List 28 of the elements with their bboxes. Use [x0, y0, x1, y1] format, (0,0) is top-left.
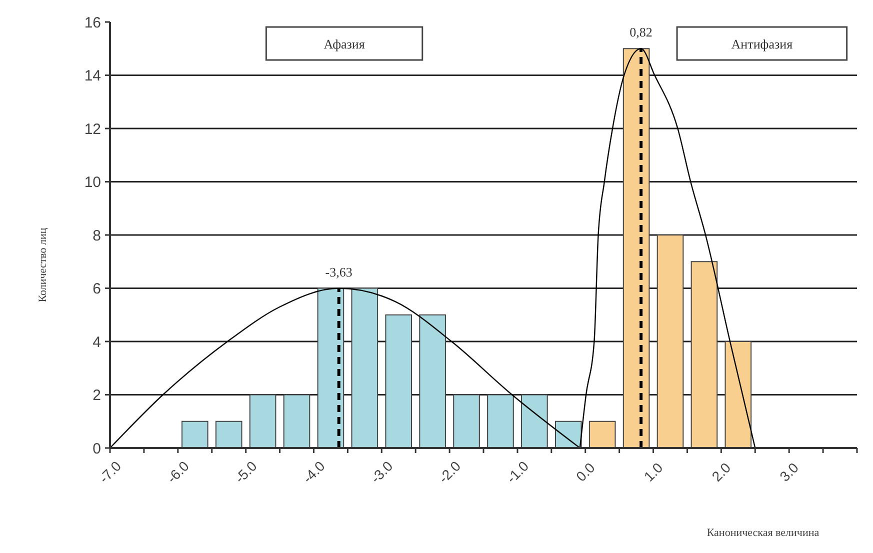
annotation: 0,82	[630, 24, 652, 40]
x-tick-label: 0.0	[572, 459, 598, 484]
x-tick-label: -3.0	[367, 458, 396, 486]
x-tick-label: -1.0	[503, 458, 532, 486]
y-tick-label: 6	[92, 280, 101, 298]
x-tick-label: 1.0	[640, 459, 666, 484]
text-box: Афазия	[265, 26, 424, 61]
x-tick-label: 3.0	[776, 459, 802, 484]
x-tick-label: -5.0	[232, 458, 260, 486]
annotation: -3,63	[325, 264, 352, 280]
y-tick-label: 8	[92, 227, 101, 244]
x-axis-title: Каноническая величина	[706, 527, 820, 539]
x-tick-label: -6.0	[164, 458, 192, 486]
y-tick-label: 14	[84, 68, 101, 84]
x-tick-label: -2.0	[435, 458, 464, 486]
y-tick-label: 16	[84, 14, 101, 32]
annotation: Афазия	[324, 36, 365, 52]
y-tick-label: 4	[92, 334, 101, 351]
text-box: Антифазия	[676, 26, 848, 61]
x-tick-label: -7.0	[96, 458, 124, 486]
y-axis-title: Количество лиц	[37, 228, 49, 302]
annotation: Антифазия	[731, 36, 793, 52]
y-tick-label: 12	[84, 120, 101, 138]
x-tick-label: -4.0	[299, 458, 328, 486]
y-tick-label: 10	[84, 174, 101, 191]
y-tick-label: 2	[92, 387, 101, 404]
x-tick-label: 2.0	[708, 459, 734, 484]
y-tick-label: 0	[92, 440, 101, 458]
